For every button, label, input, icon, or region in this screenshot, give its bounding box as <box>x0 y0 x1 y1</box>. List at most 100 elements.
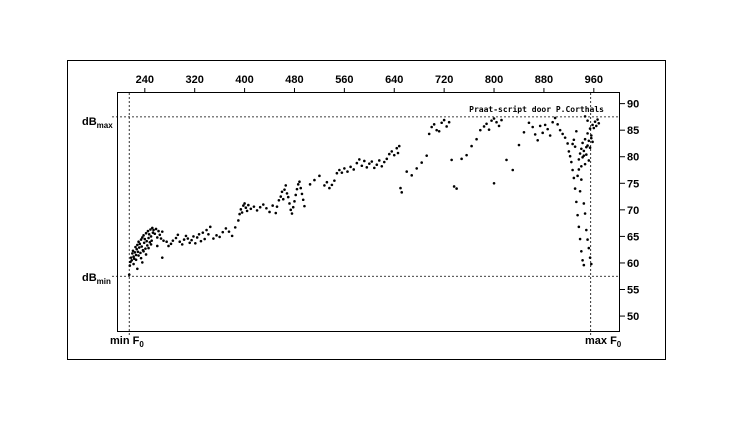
data-point <box>136 267 139 271</box>
data-point <box>583 115 587 118</box>
data-point <box>546 127 549 131</box>
data-point <box>142 241 146 245</box>
data-point <box>291 205 295 209</box>
data-point <box>141 261 144 264</box>
credit-text: Praat-script door P.Corthals <box>469 104 604 114</box>
data-point <box>522 131 526 134</box>
data-point <box>349 165 352 169</box>
data-point <box>405 170 409 173</box>
data-point <box>149 228 152 231</box>
data-point <box>425 154 428 157</box>
data-point <box>536 138 539 142</box>
data-point <box>455 187 458 190</box>
data-point <box>131 252 134 255</box>
y-tick-label: 55 <box>627 285 639 297</box>
data-point <box>243 202 246 205</box>
data-point <box>237 219 240 222</box>
x-tick-label: 320 <box>186 74 204 86</box>
data-point <box>576 213 579 217</box>
data-point <box>492 117 496 120</box>
data-point <box>338 168 341 172</box>
data-point <box>298 180 301 183</box>
data-point <box>382 160 386 164</box>
data-point <box>465 153 468 157</box>
data-point <box>144 253 148 256</box>
data-point <box>180 243 184 246</box>
data-point <box>479 128 482 132</box>
data-point <box>133 251 137 254</box>
min-f0-label: min F0 <box>110 335 144 349</box>
reference-lines <box>112 93 620 335</box>
data-point <box>399 186 402 190</box>
data-point <box>541 131 544 135</box>
data-point <box>158 233 162 237</box>
data-point <box>149 243 153 246</box>
data-point <box>144 231 148 235</box>
data-point <box>221 230 225 234</box>
data-point <box>148 240 152 244</box>
data-point <box>597 121 601 125</box>
data-point <box>397 144 401 148</box>
data-point <box>590 134 593 137</box>
data-point <box>142 234 145 237</box>
data-point <box>487 128 491 131</box>
data-point <box>445 125 448 128</box>
data-point <box>274 211 278 215</box>
data-point <box>284 184 288 187</box>
x-tick-label: 880 <box>535 74 553 86</box>
data-point <box>323 184 326 187</box>
data-point <box>308 183 312 186</box>
data-point <box>247 203 250 207</box>
data-point <box>271 204 274 207</box>
data-point <box>553 116 557 120</box>
data-point <box>227 230 231 233</box>
data-point <box>195 236 199 239</box>
data-point <box>159 237 163 240</box>
data-point <box>201 231 205 234</box>
data-point <box>582 263 586 267</box>
data-point <box>134 258 138 262</box>
data-point <box>571 168 574 172</box>
data-point <box>128 264 132 267</box>
data-point <box>447 120 451 124</box>
data-point <box>392 153 396 157</box>
data-point <box>238 212 241 216</box>
data-point <box>286 195 290 199</box>
data-point <box>244 206 248 210</box>
data-point <box>583 137 587 141</box>
data-point <box>580 164 583 168</box>
data-point <box>572 176 576 180</box>
data-point <box>442 118 446 122</box>
data-point <box>570 160 573 164</box>
data-point <box>261 203 265 206</box>
data-point <box>368 162 371 165</box>
data-point <box>580 249 583 253</box>
data-point <box>572 138 576 142</box>
data-point <box>390 150 394 153</box>
data-point <box>160 256 164 259</box>
data-point <box>207 232 210 236</box>
y-tick-label: 85 <box>627 125 639 137</box>
data-point <box>475 137 478 141</box>
outer-frame <box>67 60 666 360</box>
data-point <box>169 242 173 246</box>
data-point <box>129 256 133 259</box>
x-tick-label: 240 <box>136 74 154 86</box>
data-point <box>184 234 188 238</box>
data-point <box>135 247 139 251</box>
max-f0-label: max F0 <box>585 335 622 349</box>
data-point <box>592 126 596 130</box>
y-tick-label: 50 <box>627 311 639 323</box>
data-point <box>335 171 339 175</box>
data-point <box>586 132 589 135</box>
data-point <box>328 186 331 190</box>
data-point <box>139 238 143 241</box>
data-point <box>586 119 589 122</box>
data-point <box>561 132 564 136</box>
data-point <box>275 205 279 208</box>
data-point <box>233 226 237 229</box>
data-point <box>517 143 521 147</box>
data-point <box>149 235 153 238</box>
data-point <box>531 125 534 129</box>
data-point <box>430 125 433 129</box>
